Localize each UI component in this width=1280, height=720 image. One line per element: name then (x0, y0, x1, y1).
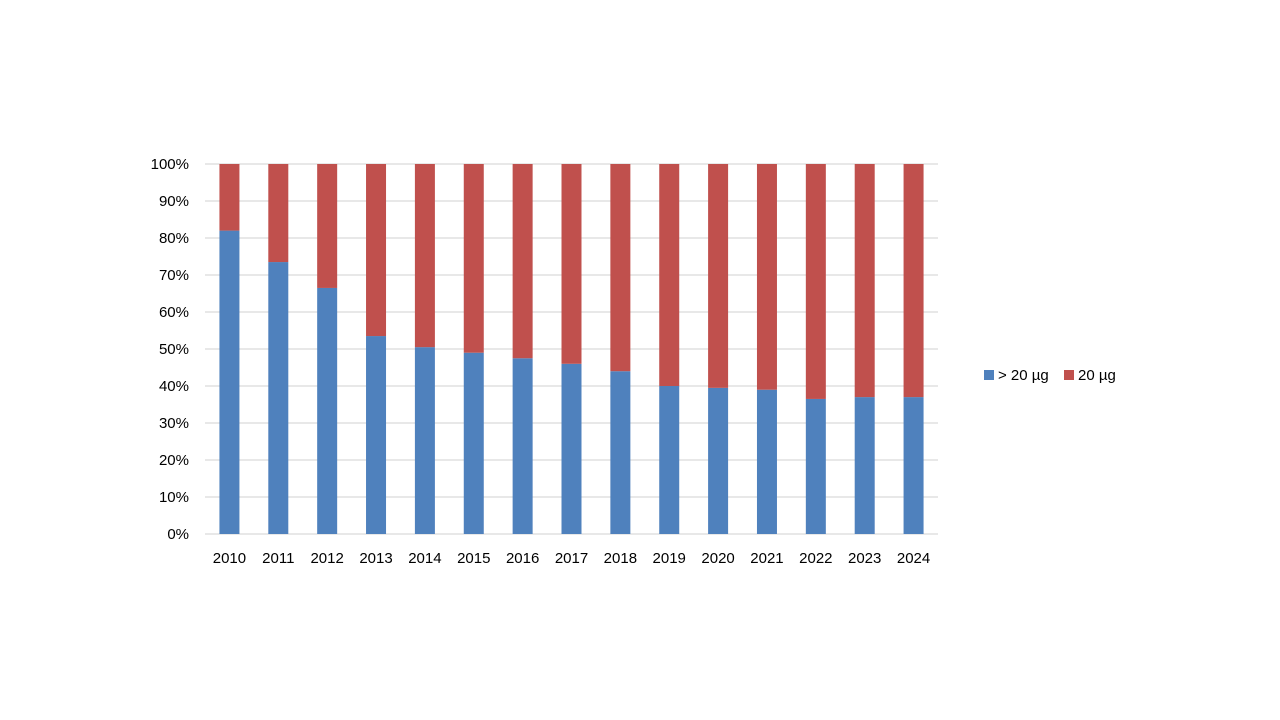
bar-segment-20-ug-2014 (414, 164, 435, 348)
y-tick-label: 80% (159, 230, 189, 247)
legend-label: > 20 µg (998, 367, 1049, 384)
bar-segment-over-20-ug-2011 (268, 262, 289, 534)
x-tick-label: 2019 (653, 550, 686, 567)
bar-segment-over-20-ug-2022 (805, 398, 826, 534)
bar-segment-20-ug-2012 (317, 164, 338, 288)
x-tick-label: 2021 (750, 550, 783, 567)
bar-segment-20-ug-2018 (610, 164, 631, 372)
x-tick-label: 2022 (799, 550, 832, 567)
legend: > 20 µg 20 µg (984, 367, 1116, 384)
bar-segment-20-ug-2019 (659, 164, 680, 386)
bar-segment-over-20-ug-2013 (366, 336, 387, 534)
bar-segment-20-ug-2021 (756, 164, 777, 390)
bar-segment-20-ug-2013 (366, 164, 387, 337)
bar-segment-over-20-ug-2012 (317, 287, 338, 534)
bar-segment-20-ug-2022 (805, 164, 826, 399)
x-tick-label: 2011 (262, 550, 294, 567)
x-tick-label: 2010 (213, 550, 246, 567)
bar-segment-over-20-ug-2014 (414, 347, 435, 534)
bar-segment-over-20-ug-2024 (903, 397, 924, 534)
x-tick-label: 2015 (457, 550, 490, 567)
y-axis-tick-labels: 0% 10% 20% 30% 40% 50% 60% 70% 80% 90% 100% (151, 156, 189, 543)
y-tick-label: 10% (159, 489, 189, 506)
y-tick-label: 100% (151, 156, 189, 173)
bar-segment-20-ug-2010 (219, 164, 240, 231)
bar-segment-20-ug-2020 (708, 164, 729, 388)
bar-segment-over-20-ug-2021 (756, 389, 777, 534)
bar-segment-20-ug-2011 (268, 164, 289, 263)
x-tick-label: 2016 (506, 550, 539, 567)
legend-label: 20 µg (1078, 367, 1116, 384)
y-tick-label: 0% (167, 526, 189, 543)
y-tick-label: 50% (159, 341, 189, 358)
bar-segment-over-20-ug-2017 (561, 363, 582, 534)
bar-segment-over-20-ug-2020 (708, 387, 729, 534)
bar-segment-over-20-ug-2018 (610, 371, 631, 534)
legend-swatch (1064, 370, 1074, 380)
x-tick-label: 2020 (701, 550, 734, 567)
bar-segment-over-20-ug-2023 (854, 397, 875, 534)
bar-segment-20-ug-2024 (903, 164, 924, 398)
y-tick-label: 20% (159, 452, 189, 469)
bar-segment-20-ug-2017 (561, 164, 582, 364)
x-tick-label: 2018 (604, 550, 637, 567)
x-tick-label: 2024 (897, 550, 930, 567)
bar-segment-20-ug-2015 (463, 164, 484, 353)
x-axis-tick-labels: 2010 2011 2012 2013 2014 2015 2016 2017 2018 2019… (213, 550, 931, 567)
bar-segment-over-20-ug-2016 (512, 358, 533, 534)
bars (219, 164, 924, 534)
x-tick-label: 2012 (310, 550, 343, 567)
bar-segment-20-ug-2023 (854, 164, 875, 398)
x-tick-label: 2014 (408, 550, 441, 567)
bar-segment-over-20-ug-2010 (219, 230, 240, 534)
y-tick-label: 40% (159, 378, 189, 395)
y-tick-label: 60% (159, 304, 189, 321)
bar-segment-over-20-ug-2019 (659, 386, 680, 534)
x-tick-label: 2017 (555, 550, 588, 567)
y-tick-label: 90% (159, 193, 189, 210)
y-tick-label: 70% (159, 267, 189, 284)
y-tick-label: 30% (159, 415, 189, 432)
x-tick-label: 2013 (359, 550, 392, 567)
bar-segment-20-ug-2016 (512, 164, 533, 359)
bar-segment-over-20-ug-2015 (463, 352, 484, 534)
x-tick-label: 2023 (848, 550, 881, 567)
legend-swatch (984, 370, 994, 380)
